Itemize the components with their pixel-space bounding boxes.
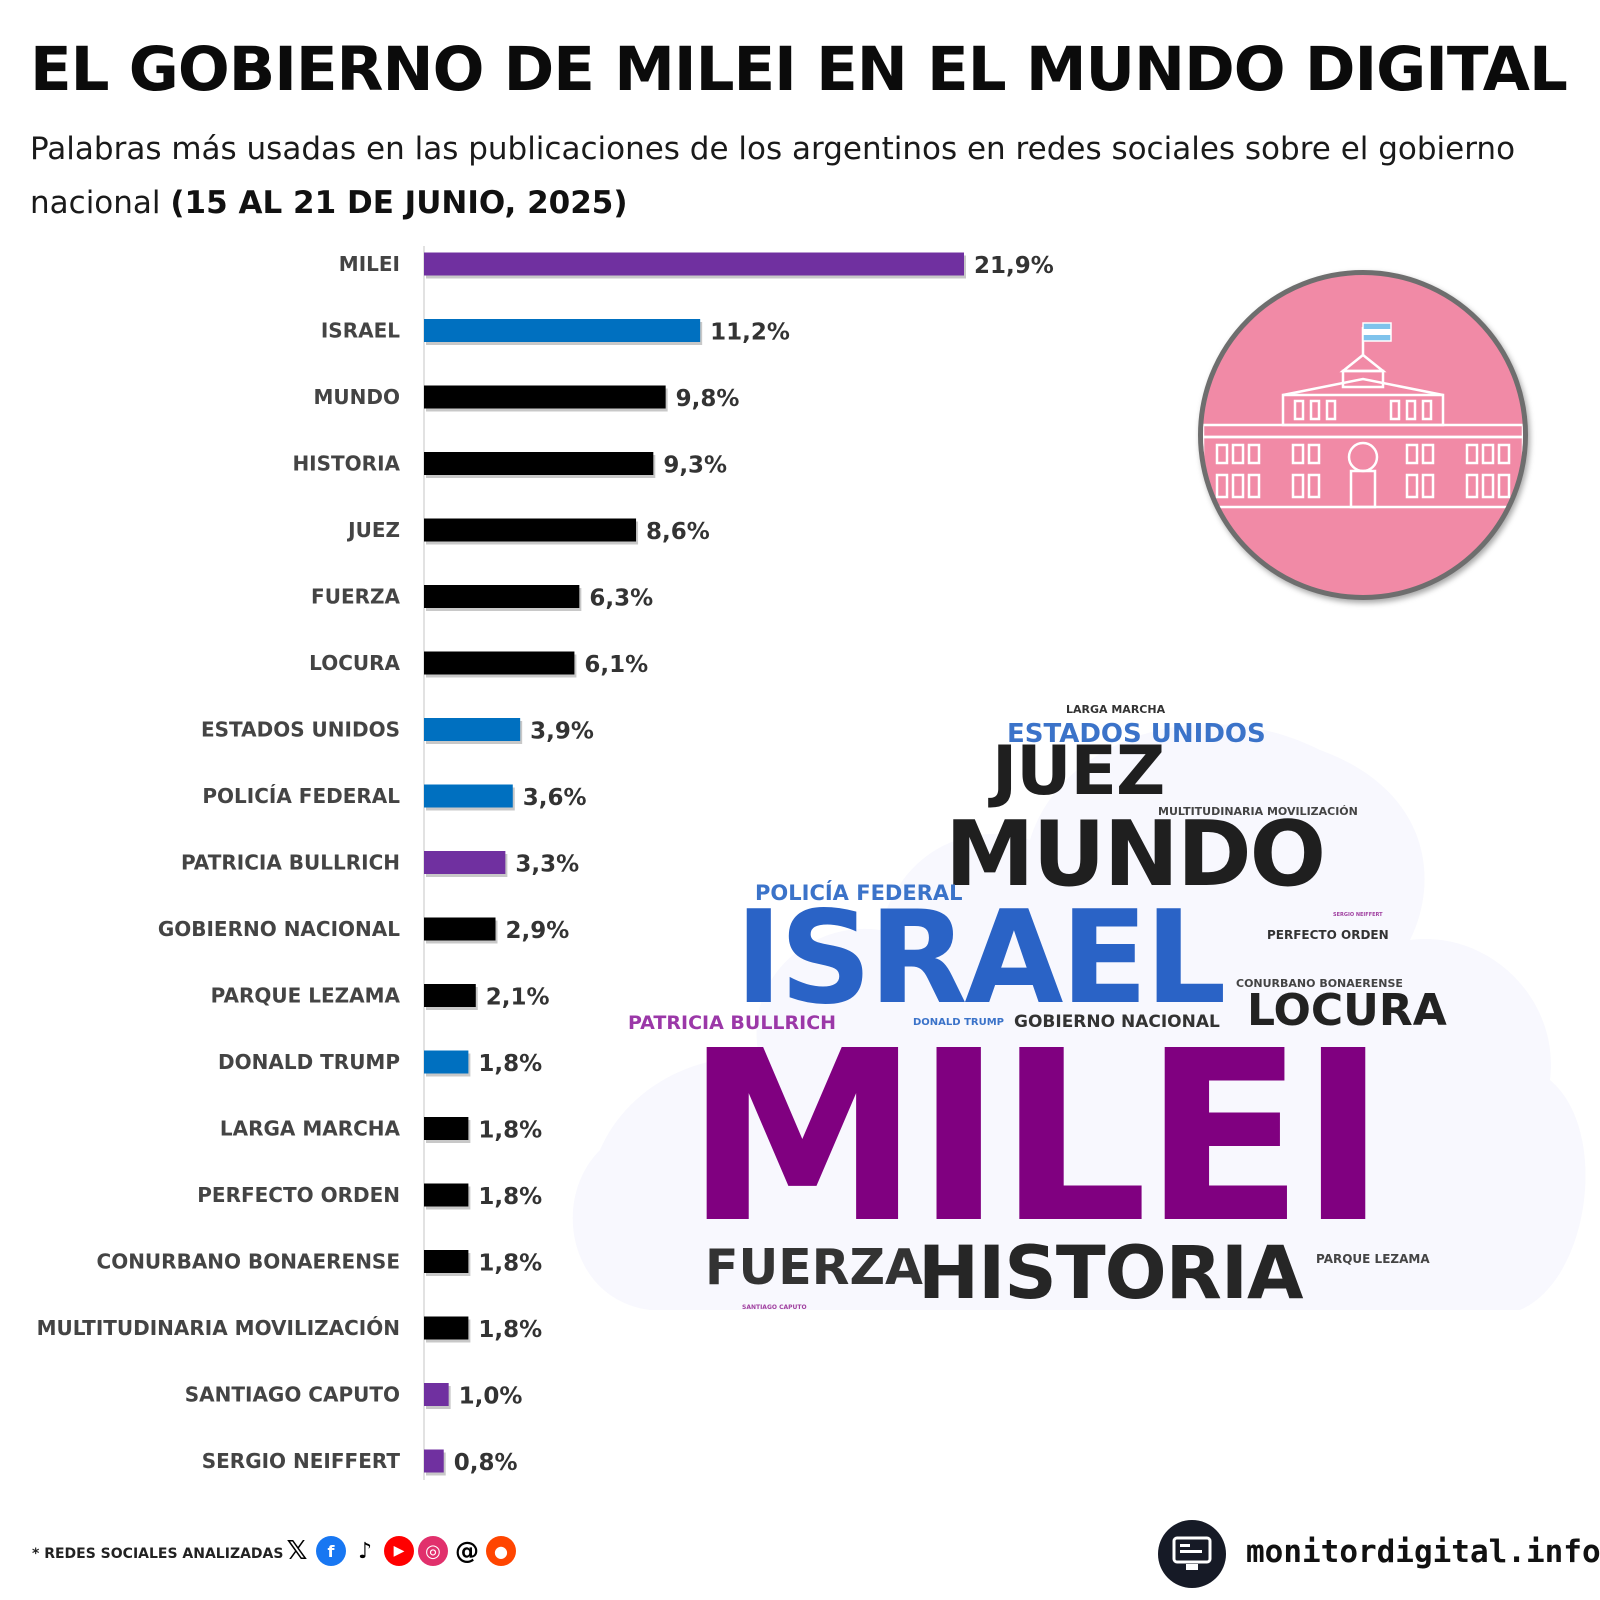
- bar: [424, 252, 964, 276]
- word-cloud: LARGA MARCHA ESTADOS UNIDOS JUEZ MULTITUDIN…: [560, 680, 1600, 1340]
- bar: [424, 452, 654, 475]
- bar: [424, 1183, 469, 1207]
- cloud-word: SANTIAGO CAPUTO: [742, 1304, 807, 1311]
- cloud-word: FUERZA: [705, 1239, 923, 1296]
- bar-chart: MILEI 21,9% ISRAEL 11,2% MUNDO 9,8% HISTORIA 9,…: [37, 246, 1054, 1480]
- tiktok-icon: ♪: [350, 1536, 380, 1566]
- cloud-word: JUEZ: [992, 732, 1165, 811]
- value-label: 1,8%: [478, 1118, 542, 1144]
- bar: [424, 851, 506, 874]
- cloud-word: CONURBANO BONAERENSE: [1236, 977, 1403, 990]
- cloud-word: GOBIERNO NACIONAL: [1014, 1012, 1220, 1032]
- cloud-word: HISTORIA: [918, 1231, 1304, 1316]
- cloud-word: MUNDO: [945, 802, 1326, 907]
- value-label: 2,1%: [486, 985, 550, 1011]
- category-label: SERGIO NEIFFERT: [202, 1449, 401, 1473]
- category-label: PATRICIA BULLRICH: [181, 851, 400, 875]
- value-label: 1,8%: [478, 1184, 542, 1210]
- brand-url: monitordigital.info: [1246, 1534, 1600, 1570]
- category-label: JUEZ: [346, 518, 400, 542]
- category-label: PERFECTO ORDEN: [197, 1183, 400, 1207]
- casa-rosada-icon: [1203, 322, 1523, 509]
- value-label: 0,8%: [454, 1450, 518, 1476]
- category-label: GOBIERNO NACIONAL: [158, 917, 400, 941]
- date-range: (15 AL 21 DE JUNIO, 2025): [170, 185, 628, 221]
- cloud-word: PARQUE LEZAMA: [1316, 1252, 1430, 1266]
- cloud-word: LARGA MARCHA: [1066, 703, 1166, 716]
- value-label: 6,1%: [584, 652, 648, 678]
- value-label: 3,6%: [523, 785, 587, 811]
- cloud-word: LOCURA: [1247, 985, 1447, 1036]
- category-label: HISTORIA: [292, 452, 400, 476]
- bar: [424, 1250, 469, 1273]
- social-icons: 𝕏 f ♪ ▶ ◎ @ ●: [282, 1536, 516, 1566]
- cloud-word: ESTADOS UNIDOS: [1007, 719, 1266, 749]
- value-label: 3,3%: [515, 852, 579, 878]
- bar: [424, 518, 637, 542]
- value-label: 1,8%: [478, 1251, 542, 1277]
- instagram-icon: ◎: [418, 1536, 448, 1566]
- facebook-icon: f: [316, 1536, 346, 1566]
- cloud-shape: [572, 724, 1586, 1310]
- bar: [424, 1117, 469, 1140]
- bar: [424, 385, 666, 409]
- category-label: PARQUE LEZAMA: [211, 984, 401, 1008]
- value-label: 8,6%: [646, 519, 710, 545]
- value-label: 1,8%: [478, 1051, 542, 1077]
- bar: [424, 1449, 444, 1473]
- youtube-icon: ▶: [384, 1536, 414, 1566]
- value-label: 11,2%: [710, 320, 790, 346]
- threads-icon: @: [452, 1536, 482, 1566]
- bar: [424, 917, 496, 941]
- bar: [424, 718, 521, 741]
- category-label: DONALD TRUMP: [218, 1050, 400, 1074]
- cloud-word: PATRICIA BULLRICH: [628, 1012, 837, 1034]
- category-label: CONURBANO BONAERENSE: [97, 1250, 400, 1274]
- bar: [424, 585, 580, 608]
- reddit-icon: ●: [486, 1536, 516, 1566]
- cloud-word: ISRAEL: [735, 884, 1226, 1033]
- x-icon: 𝕏: [282, 1536, 312, 1566]
- category-label: LOCURA: [309, 651, 400, 675]
- category-label: FUERZA: [311, 585, 400, 609]
- category-label: MULTITUDINARIA MOVILIZACIÓN: [37, 1316, 400, 1340]
- value-label: 21,9%: [974, 253, 1054, 279]
- category-label: SANTIAGO CAPUTO: [185, 1383, 400, 1407]
- category-label: MILEI: [339, 252, 400, 276]
- value-label: 3,9%: [530, 719, 594, 745]
- bar: [424, 1050, 469, 1074]
- bar: [424, 1383, 449, 1406]
- category-label: MUNDO: [314, 385, 400, 409]
- cloud-word: MULTITUDINARIA MOVILIZACIÓN: [1158, 805, 1358, 818]
- value-label: 9,3%: [663, 453, 727, 479]
- subtitle-text: Palabras más usadas en las publicaciones…: [30, 131, 1516, 221]
- bar: [424, 984, 476, 1007]
- page-title: EL GOBIERNO DE MILEI EN EL MUNDO DIGITAL: [30, 34, 1568, 105]
- cloud-word: MILEI: [685, 1000, 1387, 1275]
- category-label: LARGA MARCHA: [220, 1117, 401, 1141]
- category-label: POLICÍA FEDERAL: [202, 784, 400, 808]
- value-label: 6,3%: [589, 586, 653, 612]
- page-subtitle: Palabras más usadas en las publicaciones…: [30, 122, 1570, 230]
- casa-rosada-badge: [1198, 270, 1528, 600]
- footer-note: * REDES SOCIALES ANALIZADAS: [32, 1546, 284, 1562]
- bar: [424, 1316, 469, 1340]
- cloud-word: PERFECTO ORDEN: [1267, 928, 1389, 942]
- bar: [424, 784, 513, 808]
- cloud-word: SERGIO NEIFFERT: [1333, 912, 1383, 918]
- category-label: ISRAEL: [321, 319, 400, 343]
- category-label: ESTADOS UNIDOS: [201, 718, 400, 742]
- value-label: 9,8%: [676, 386, 740, 412]
- cloud-word: POLICÍA FEDERAL: [755, 881, 963, 905]
- value-label: 2,9%: [506, 918, 570, 944]
- cloud-word: DONALD TRUMP: [913, 1017, 1004, 1028]
- value-label: 1,8%: [478, 1317, 542, 1343]
- bar: [424, 319, 701, 342]
- monitor-icon: [1158, 1520, 1226, 1588]
- bar: [424, 651, 575, 675]
- value-label: 1,0%: [459, 1384, 523, 1410]
